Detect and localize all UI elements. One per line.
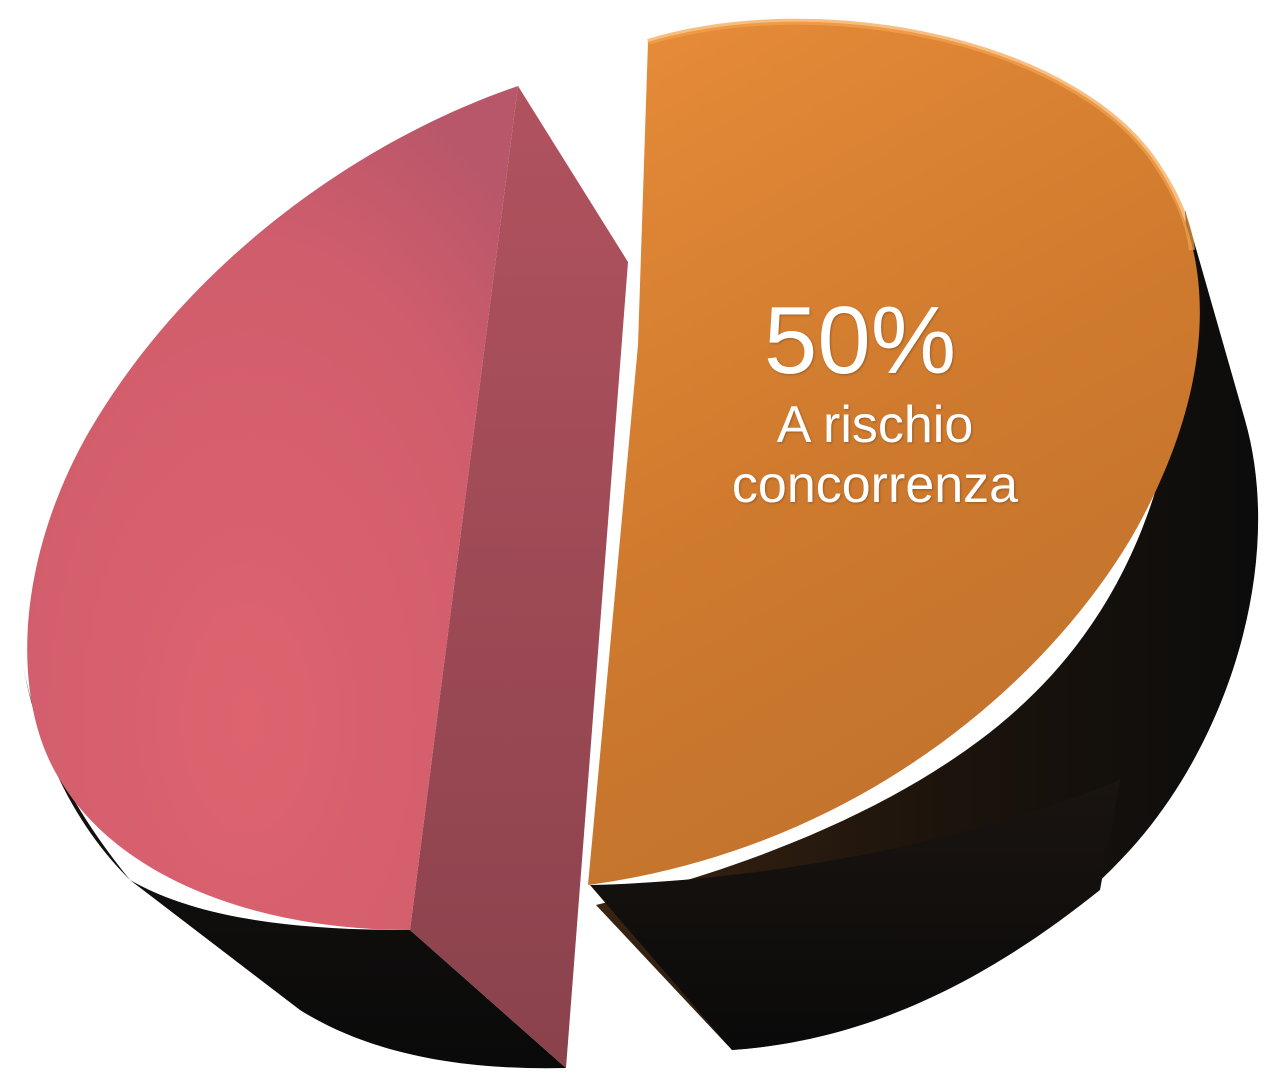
slice-category-label: A rischio concorrenza xyxy=(731,396,1019,514)
pie-slice-2-rim xyxy=(22,660,566,1069)
pie-slice-2-side xyxy=(410,86,628,1068)
pie-slice-1-rim-bottom xyxy=(590,780,1120,1050)
slice-value-label: 50% xyxy=(763,287,957,394)
pie-slice-2 xyxy=(27,86,518,930)
pie-slice-1-highlight xyxy=(647,18,1195,251)
pie-slice-1 xyxy=(588,21,1200,886)
